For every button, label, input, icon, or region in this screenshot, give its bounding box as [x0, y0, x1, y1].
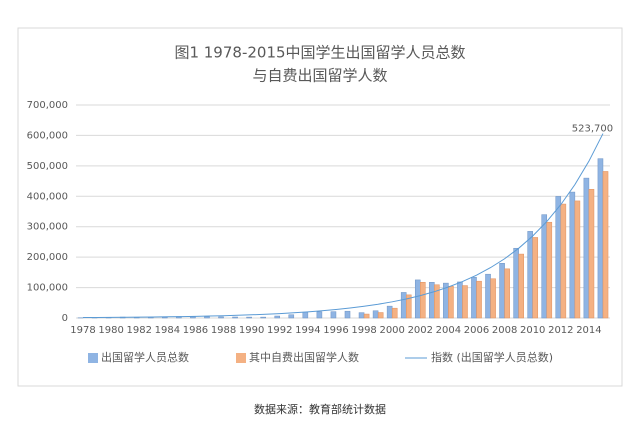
bar	[247, 317, 252, 318]
chart-subtitle: 与自费出国留学人数	[252, 67, 387, 85]
x-tick-label: 2000	[379, 325, 404, 336]
bar	[584, 178, 589, 318]
bar	[364, 314, 369, 318]
x-tick-label: 1992	[267, 325, 292, 336]
bar	[289, 315, 294, 318]
bar	[429, 282, 434, 318]
y-tick-label: 100,000	[27, 283, 68, 294]
bar	[598, 159, 603, 318]
bar	[500, 263, 505, 318]
bar	[359, 313, 364, 318]
y-tick-label: 400,000	[27, 191, 68, 202]
x-tick-label: 1990	[239, 325, 264, 336]
x-tick-label: 1984	[155, 325, 180, 336]
bar	[401, 292, 406, 318]
bar	[218, 317, 223, 318]
x-tick-label: 2004	[436, 325, 461, 336]
x-tick-label: 2006	[464, 325, 489, 336]
bar	[462, 286, 467, 318]
x-tick-label: 1982	[127, 325, 152, 336]
bar	[233, 317, 238, 318]
bar	[519, 254, 524, 318]
bar	[575, 201, 580, 318]
bar	[204, 317, 209, 318]
bar	[448, 286, 453, 318]
x-tick-label: 2008	[492, 325, 517, 336]
legend-label: 其中自费出国留学人数	[249, 350, 359, 364]
bar	[514, 248, 519, 318]
bar	[485, 274, 490, 318]
bar	[603, 171, 608, 318]
bar	[373, 311, 378, 318]
bar	[317, 312, 322, 318]
bar	[505, 269, 510, 318]
bar	[547, 222, 552, 318]
bar	[570, 192, 575, 318]
bar	[589, 189, 594, 318]
bar	[420, 282, 425, 318]
y-tick-label: 600,000	[27, 130, 68, 141]
x-tick-label: 1978	[70, 325, 95, 336]
bar	[415, 280, 420, 318]
bar	[275, 316, 280, 318]
legend-swatch	[88, 353, 98, 363]
bar	[556, 196, 561, 318]
bar	[378, 313, 383, 318]
y-tick-label: 300,000	[27, 222, 68, 233]
bar	[533, 237, 538, 318]
bar	[528, 231, 533, 318]
bar	[331, 312, 336, 318]
data-label: 523,700	[572, 124, 613, 135]
x-tick-label: 2014	[576, 325, 601, 336]
x-tick-label: 1996	[323, 325, 348, 336]
legend-swatch	[236, 353, 246, 363]
x-tick-label: 2012	[548, 325, 573, 336]
bar	[457, 282, 462, 318]
bar	[561, 204, 566, 318]
x-tick-label: 2010	[520, 325, 545, 336]
bar	[392, 308, 397, 318]
source-note: 数据来源：教育部统计数据	[254, 402, 386, 416]
y-tick-label: 500,000	[27, 161, 68, 172]
bar	[261, 317, 266, 318]
x-tick-label: 1988	[211, 325, 236, 336]
x-tick-label: 1980	[98, 325, 123, 336]
y-tick-label: 0	[62, 313, 68, 324]
bar	[542, 215, 547, 318]
bar	[491, 279, 496, 318]
x-tick-label: 1994	[295, 325, 320, 336]
bar	[303, 312, 308, 318]
bar	[387, 306, 392, 318]
y-tick-label: 200,000	[27, 252, 68, 263]
legend-label: 指数 (出国留学人员总数)	[431, 350, 553, 364]
bar	[477, 281, 482, 318]
chart-title: 图1 1978-2015中国学生出国留学人员总数	[174, 44, 465, 62]
x-tick-label: 1998	[351, 325, 376, 336]
legend-label: 出国留学人员总数	[101, 350, 189, 364]
bar	[471, 277, 476, 318]
x-tick-label: 2002	[408, 325, 433, 336]
x-tick-label: 1986	[183, 325, 208, 336]
y-tick-label: 700,000	[27, 100, 68, 111]
bar	[345, 311, 350, 318]
